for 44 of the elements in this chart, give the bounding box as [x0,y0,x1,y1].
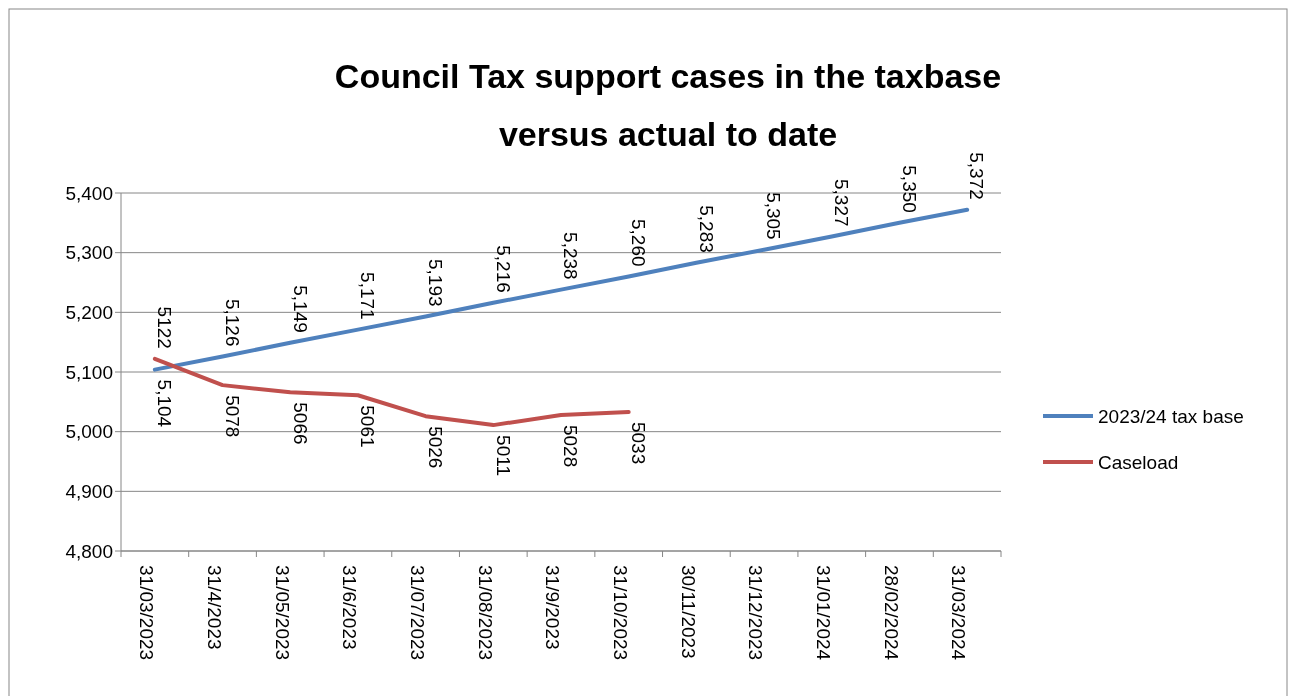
legend-label: Caseload [1098,451,1179,473]
data-label: 5,126 [221,298,243,347]
data-label: 5026 [424,426,446,469]
data-label: 5066 [289,402,311,445]
y-tick-label: 5,400 [65,182,113,204]
data-label: 5,305 [763,192,785,240]
data-label: 5011 [492,435,514,476]
data-label: 5122 [154,306,176,349]
data-label: 5,238 [560,232,582,280]
data-label: 5033 [628,421,650,465]
x-tick-label: 31/6/2023 [339,565,361,650]
data-label: 5,193 [424,258,446,307]
data-label: 5,327 [831,179,853,227]
x-tick-label: 31/4/2023 [203,565,225,650]
x-tick-label: 31/01/2024 [813,565,835,661]
legend-label: 2023/24 tax base [1098,405,1244,427]
data-label: 5,350 [898,165,920,213]
y-tick-label: 5,000 [65,421,113,443]
x-tick-label: 30/11/2023 [677,565,699,659]
data-label: 5,372 [966,152,988,200]
y-tick-label: 4,800 [65,540,113,562]
data-label: 5078 [221,395,243,438]
x-tick-label: 31/05/2023 [271,565,293,661]
x-tick-label: 31/12/2023 [745,565,767,661]
data-label: 5,260 [628,218,650,267]
data-label: 5,149 [289,285,311,333]
x-tick-label: 31/9/2023 [542,565,564,650]
y-tick-label: 5,100 [65,361,113,383]
data-label: 5,216 [492,245,514,293]
data-label: 5,104 [154,379,176,428]
x-tick-label: 31/03/2023 [136,565,158,661]
y-tick-label: 5,300 [65,242,113,264]
data-label: 5,171 [357,272,379,320]
x-tick-label: 31/03/2024 [948,565,970,661]
x-tick-label: 28/02/2024 [880,565,902,661]
x-tick-label: 31/08/2023 [474,565,496,661]
data-label: 5028 [560,424,582,468]
data-label: 5061 [357,405,379,448]
chart-title: Council Tax support cases in the taxbase versus actual to date [334,57,1002,153]
y-tick-label: 5,200 [65,301,113,323]
y-tick-label: 4,900 [65,480,113,502]
x-tick-label: 31/10/2023 [610,565,632,661]
x-tick-label: 31/07/2023 [406,565,428,661]
data-label: 5,283 [695,205,717,253]
